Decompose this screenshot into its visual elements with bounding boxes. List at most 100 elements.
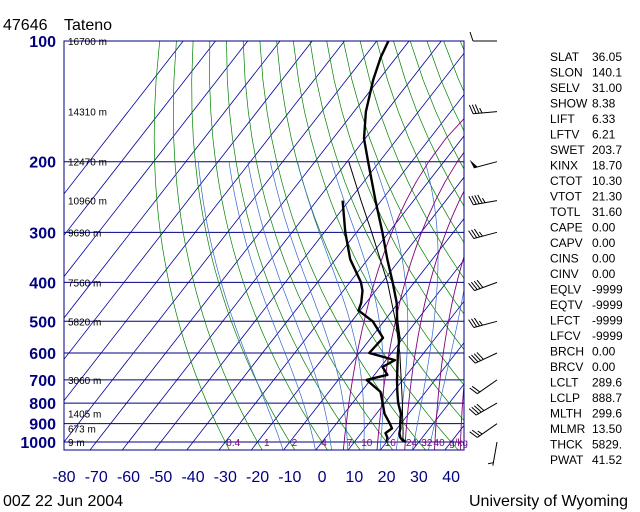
index-value: 13.50 [592,422,622,436]
station-id: 47646 [3,17,48,34]
wind-barb [468,352,498,364]
mixing-ratio-label: 4 [321,438,327,449]
dry-adiabat-line [359,41,464,279]
plot-frame [63,40,465,451]
mixing-ratio-line [376,151,464,450]
pressure-tick-label: 200 [29,155,56,172]
temperature-tick-label: -50 [149,469,172,486]
isotherm-line [64,41,281,319]
mixing-ratio-label: 40 [434,438,446,449]
isotherm-line [64,41,378,443]
index-value: 299.6 [592,407,622,421]
wind-barb [468,228,498,239]
wind-barb [469,423,498,438]
wind-barb [468,104,498,115]
index-name: PWAT [550,453,584,467]
temperature-tick-label: -80 [52,469,75,486]
mixing-ratio-line [459,380,464,450]
mixing-ratio-label: 0.4 [226,438,240,449]
height-label: 3060 m [68,376,101,387]
index-value: 6.21 [592,128,616,142]
moist-adiabat-line [228,161,316,450]
mixing-ratio-label: 10 [361,438,373,449]
isotherm-line [250,176,464,450]
index-value: 0.00 [592,236,616,250]
index-name: CTOT [550,174,583,188]
dry-adiabat-line [191,41,296,450]
index-value: -9999 [592,329,623,343]
wind-barb [468,402,498,416]
moist-adiabat-line [269,161,349,450]
wind-barb [469,31,497,42]
isotherm-line [379,342,464,450]
wind-barb [468,317,498,328]
observation-time: 00Z 22 Jun 2004 [3,493,123,510]
parcel-path-line [348,161,407,443]
pressure-tick-label: 100 [29,34,56,51]
index-name: BRCV [550,360,583,374]
temperature-tick-label: -20 [246,469,269,486]
isotherm-line [186,93,464,450]
index-name: MLTH [550,407,582,421]
index-name: EQTV [550,298,583,312]
mixing-ratio-label: 32 [421,438,433,449]
index-name: VTOT [550,190,582,204]
index-value: 31.60 [592,205,622,219]
temperature-tick-label: -40 [181,469,204,486]
index-value: 888.7 [592,391,622,405]
isotherm-line [64,41,184,195]
index-name: SWET [550,143,585,157]
height-label: 10960 m [68,197,107,208]
isotherm-line [64,41,345,402]
temperature-tick-label: -70 [85,469,108,486]
moist-adiabat-line [331,161,385,450]
dry-adiabat-line [343,41,464,315]
moist-adiabat-line [411,161,439,450]
height-label: 14310 m [68,108,107,119]
index-value: 21.30 [592,190,622,204]
height-label: 9690 m [68,228,101,239]
temperature-tick-label: 10 [345,469,363,486]
index-name: LCLP [550,391,580,405]
mixing-ratio-line [404,190,464,450]
wind-barb [469,379,498,395]
wind-barb [468,279,498,292]
wind-barb [487,441,498,466]
index-name: KINX [550,159,578,173]
index-name: CINV [550,267,579,281]
temperature-axis: -80 -70 -60 -50 -40 -30 -20 -10 0 10 20 30 40 [52,469,460,486]
index-name: TOTL [550,205,581,219]
station-name: Tateno [64,17,112,34]
temperature-tick-label: 30 [410,469,428,486]
index-value: 140.1 [592,66,622,80]
dry-adiabat-line [376,41,464,244]
mixing-ratio-line [342,118,464,450]
isotherm-line [64,41,249,278]
height-label: 9 m [68,438,85,449]
index-name: LIFT [550,112,575,126]
dry-adiabat-line [172,41,263,450]
index-name: SELV [550,81,580,95]
height-label: 7560 m [68,278,101,289]
index-value: 0.00 [592,360,616,374]
dry-adiabat-line [153,41,230,450]
index-value: 10.30 [592,174,622,188]
index-value: 6.33 [592,112,616,126]
mixing-ratio-label: 16 [385,438,397,449]
mixing-ratio-label: 7 [347,438,353,449]
pressure-tick-label: 700 [29,373,56,390]
index-name: LFCT [550,314,581,328]
isotherm-line [218,135,464,450]
height-label: 1405 m [68,410,101,421]
pressure-tick-label: 1000 [20,435,56,452]
mixing-ratio-line [434,255,464,450]
temperature-tick-label: -60 [117,469,140,486]
index-name: SLAT [550,50,580,64]
index-value: 18.70 [592,159,622,173]
isotherm-line [89,41,410,450]
index-value: 0.00 [592,221,616,235]
index-name: MLMR [550,422,586,436]
moist-adiabat-line [247,161,332,450]
